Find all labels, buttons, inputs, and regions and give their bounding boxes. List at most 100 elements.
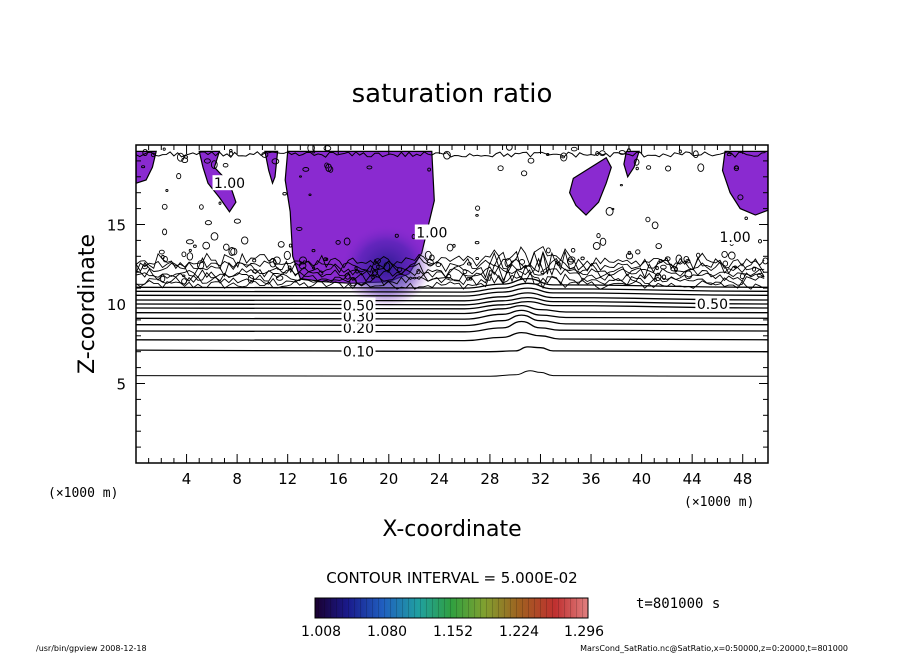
contour-blob bbox=[567, 256, 576, 263]
contour-blob bbox=[176, 173, 182, 180]
contour-blob bbox=[311, 248, 316, 253]
contour-blob bbox=[664, 256, 671, 262]
contour-blob bbox=[518, 259, 526, 265]
contour-blob bbox=[150, 152, 156, 158]
shaded-dark-core bbox=[340, 224, 432, 308]
contour-blob bbox=[383, 262, 391, 272]
contour-blob bbox=[737, 194, 744, 201]
contour-blob bbox=[323, 145, 332, 152]
contour-blob bbox=[328, 166, 334, 173]
contour-blob bbox=[475, 205, 481, 211]
contour-blob bbox=[186, 252, 194, 261]
contour-interval-text: CONTOUR INTERVAL = 5.000E-02 bbox=[326, 569, 577, 587]
contour-blob bbox=[181, 274, 186, 278]
contour-blob bbox=[446, 243, 454, 252]
contour-line-0.2 bbox=[136, 320, 768, 333]
contour-blob bbox=[141, 165, 146, 169]
contour-blob bbox=[366, 165, 373, 170]
contour-blob bbox=[230, 247, 238, 256]
contour-line-0.05 bbox=[136, 370, 768, 377]
contour-blob bbox=[429, 254, 435, 261]
colorbar-label: 1.152 bbox=[433, 624, 473, 640]
contour-blob bbox=[674, 267, 678, 273]
contour-blob bbox=[435, 262, 442, 268]
y-tick-label: 10 bbox=[107, 296, 126, 314]
contour-line-0.25 bbox=[136, 314, 768, 327]
contour-blob bbox=[739, 273, 745, 280]
shaded-region-1 bbox=[136, 150, 157, 184]
contour-blob bbox=[252, 258, 257, 263]
contour-line-0.1 bbox=[136, 346, 768, 353]
contour-blob bbox=[692, 150, 699, 159]
contour-blob bbox=[733, 265, 737, 269]
footer-right: MarsCond_SatRatio.nc@SatRatio,x=0:50000,… bbox=[580, 644, 848, 653]
contour-label-bg bbox=[212, 175, 247, 191]
contour-blob bbox=[287, 265, 292, 270]
contour-blob bbox=[162, 147, 166, 151]
contour-blob bbox=[722, 260, 729, 267]
contour-line-0.15 bbox=[136, 331, 768, 342]
contour-blob bbox=[684, 270, 693, 280]
contour-blob bbox=[218, 201, 222, 205]
contour-blob bbox=[394, 233, 399, 238]
contour-blob bbox=[277, 241, 285, 248]
contour-blob bbox=[560, 152, 568, 162]
contour-blob bbox=[655, 266, 659, 271]
contour-blob bbox=[611, 207, 615, 211]
contour-blob bbox=[654, 272, 662, 282]
contour-blob bbox=[527, 157, 535, 164]
contour-blob bbox=[592, 241, 601, 250]
contour-blob bbox=[273, 256, 281, 265]
contour-label-bg bbox=[695, 296, 730, 311]
contour-blob bbox=[665, 165, 672, 172]
contour-blob bbox=[446, 274, 452, 279]
contour-blob bbox=[162, 256, 168, 263]
contour-blob bbox=[354, 266, 358, 271]
x-axis-title: X-coordinate bbox=[382, 517, 521, 542]
contour-blob bbox=[599, 237, 607, 246]
contour-blob bbox=[678, 149, 682, 154]
contour-noise-top bbox=[136, 151, 766, 159]
contour-blob bbox=[296, 226, 303, 231]
y-tick-label: 5 bbox=[116, 376, 126, 394]
x-tick-label: 8 bbox=[232, 470, 242, 488]
contour-label-bg bbox=[718, 229, 753, 245]
x-axis-ticks: 4 8 12 16 20 24 28 32 36 40 44 48 bbox=[148, 145, 756, 488]
contour-blob bbox=[416, 268, 421, 275]
shaded-region-6 bbox=[721, 150, 768, 216]
contour-blob bbox=[683, 255, 690, 263]
contour-line-0.45 bbox=[136, 296, 768, 306]
x-tick-label: 40 bbox=[632, 470, 651, 488]
contour-blob bbox=[497, 165, 504, 172]
x-tick-label: 20 bbox=[379, 470, 398, 488]
colorbar-ticks bbox=[315, 598, 588, 618]
contour-line-0.6 bbox=[136, 287, 768, 297]
x-tick-label: 32 bbox=[531, 470, 550, 488]
contour-blob bbox=[275, 275, 284, 281]
contour-blob bbox=[161, 254, 165, 260]
contour-blob bbox=[223, 243, 230, 251]
time-text: t=801000 s bbox=[636, 596, 720, 612]
contour-blob bbox=[696, 252, 701, 258]
contour-blob bbox=[618, 150, 626, 155]
contour-blob bbox=[475, 214, 479, 217]
contour-blob bbox=[349, 277, 357, 287]
contour-lines bbox=[136, 277, 768, 377]
contour-blob bbox=[505, 145, 513, 151]
colorbar-label: 1.224 bbox=[499, 624, 539, 640]
shaded-region-3 bbox=[264, 150, 279, 186]
x-unit-label: (×1000 m) bbox=[684, 495, 754, 510]
contour-blob bbox=[374, 258, 381, 264]
contour-blob bbox=[427, 167, 431, 172]
contour-blob bbox=[324, 162, 329, 169]
contour-blob bbox=[252, 269, 258, 274]
contour-blob bbox=[196, 260, 205, 270]
contour-blob bbox=[468, 276, 473, 281]
contour-blob bbox=[222, 162, 229, 168]
colorbar-label: 1.008 bbox=[301, 624, 341, 640]
contour-line-0.5 bbox=[136, 292, 768, 302]
contour-noise bbox=[136, 145, 768, 290]
contour-blob bbox=[655, 243, 662, 250]
contour-blob bbox=[355, 269, 359, 274]
contour-blob bbox=[299, 175, 302, 178]
